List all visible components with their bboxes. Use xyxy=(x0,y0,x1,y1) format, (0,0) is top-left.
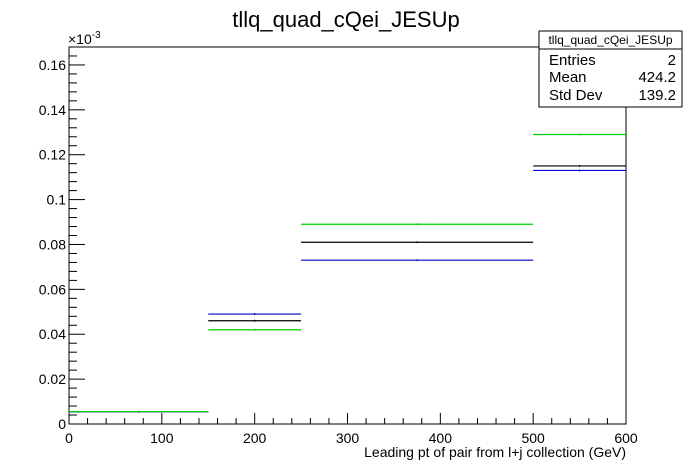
y-tick-label: 0.02 xyxy=(39,371,66,387)
x-tick-label: 0 xyxy=(65,430,73,446)
stats-entries-label: Entries xyxy=(549,52,596,69)
stats-mean-label: Mean xyxy=(549,69,587,86)
stats-stddev-value: 139.2 xyxy=(638,87,676,104)
y-tick-label: 0.08 xyxy=(39,236,66,252)
stats-box: tllq_quad_cQei_JESUp Entries 2 Mean 424.… xyxy=(538,30,683,108)
y-tick-label: 0.1 xyxy=(47,192,67,208)
y-tick-label: 0.04 xyxy=(39,326,66,342)
stats-entries-value: 2 xyxy=(668,52,676,69)
y-axis-multiplier-base: ×10 xyxy=(68,31,92,47)
x-tick-label: 300 xyxy=(336,430,360,446)
y-axis-multiplier-exponent: -3 xyxy=(92,30,101,41)
x-tick-label: 200 xyxy=(243,430,267,446)
stats-mean-value: 424.2 xyxy=(638,69,676,86)
axis-layer: 0 100 200 300 400 500 600 0 0.02 0.04 0.06 0.08 0.1 0… xyxy=(39,46,638,446)
stats-stddev-label: Std Dev xyxy=(549,87,603,104)
y-tick-label: 0.16 xyxy=(39,57,66,73)
y-tick-label: 0.12 xyxy=(39,147,66,163)
y-tick-label: 0.14 xyxy=(39,102,66,118)
stats-box-title: tllq_quad_cQei_JESUp xyxy=(548,33,672,47)
x-tick-label: 400 xyxy=(429,430,453,446)
y-axis-multiplier: ×10-3 xyxy=(68,30,101,47)
x-axis-label: Leading pt of pair from l+j collection (… xyxy=(364,444,626,460)
x-tick-label: 500 xyxy=(521,430,545,446)
y-tick-label: 0.06 xyxy=(39,281,66,297)
chart-title: tllq_quad_cQei_JESUp xyxy=(232,7,459,32)
series-layer xyxy=(69,133,626,413)
stats-box-frame xyxy=(538,30,683,108)
x-tick-label: 100 xyxy=(150,430,174,446)
y-tick-label: 0 xyxy=(58,416,66,432)
series-2 xyxy=(69,133,626,413)
x-tick-label: 600 xyxy=(614,430,638,446)
